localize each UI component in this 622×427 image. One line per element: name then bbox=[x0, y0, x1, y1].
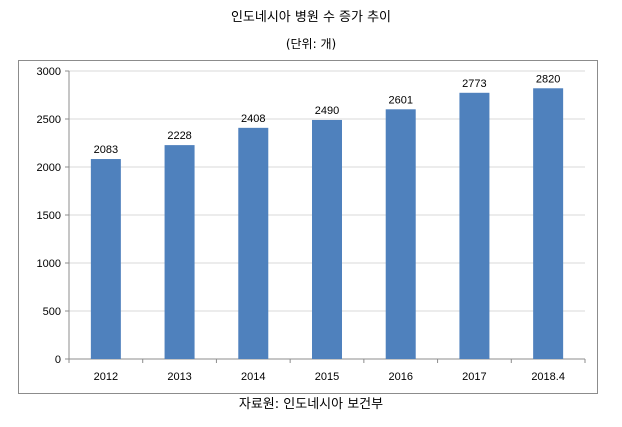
x-tick-label: 2013 bbox=[167, 371, 191, 383]
bar bbox=[312, 119, 342, 360]
unit-note: (단위: 개) bbox=[285, 37, 337, 51]
x-tick-labels: 2012 2013 2014 2015 2016 2017 2018.4 bbox=[94, 371, 565, 383]
y-tick-label: 2500 bbox=[37, 114, 61, 126]
x-tick-label: 2016 bbox=[388, 371, 412, 383]
bar bbox=[164, 145, 195, 359]
y-tick-label: 500 bbox=[43, 306, 61, 318]
bars bbox=[90, 88, 564, 360]
x-tick-label: 2018.4 bbox=[531, 371, 565, 383]
x-tick-label: 2014 bbox=[241, 371, 265, 383]
data-label: 2773 bbox=[462, 78, 486, 90]
data-labels: 2083 2228 2408 2490 2601 2773 2820 bbox=[94, 73, 561, 156]
data-label: 2408 bbox=[241, 113, 265, 125]
y-tick-label: 2000 bbox=[37, 162, 61, 174]
y-tick-label: 1500 bbox=[37, 210, 61, 222]
bar bbox=[533, 88, 564, 359]
chart-frame: 2083 2228 2408 2490 2601 2773 2820 0 500 1000 150… bbox=[18, 60, 598, 394]
y-tick-label: 1000 bbox=[37, 258, 61, 270]
data-label: 2490 bbox=[315, 105, 339, 117]
data-label: 2083 bbox=[94, 144, 118, 156]
y-tick-label: 3000 bbox=[37, 66, 61, 78]
bar-chart: 2083 2228 2408 2490 2601 2773 2820 0 500 1000 150… bbox=[37, 66, 586, 383]
data-label: 2228 bbox=[167, 130, 191, 142]
source-note: 자료원: 인도네시아 보건부 bbox=[238, 397, 384, 412]
data-label: 2820 bbox=[536, 73, 560, 85]
bar bbox=[90, 159, 121, 359]
bar bbox=[385, 109, 416, 359]
y-tick-label: 0 bbox=[55, 354, 61, 366]
data-label: 2601 bbox=[388, 94, 412, 106]
x-tick-label: 2017 bbox=[462, 371, 486, 383]
y-tick-labels: 0 500 1000 1500 2000 2500 3000 bbox=[37, 66, 61, 366]
bar bbox=[459, 92, 490, 360]
bar bbox=[238, 127, 269, 359]
chart-title: 인도네시아 병원 수 증가 추이 bbox=[230, 10, 392, 25]
x-tick-label: 2012 bbox=[94, 371, 118, 383]
x-tick-label: 2015 bbox=[315, 371, 339, 383]
